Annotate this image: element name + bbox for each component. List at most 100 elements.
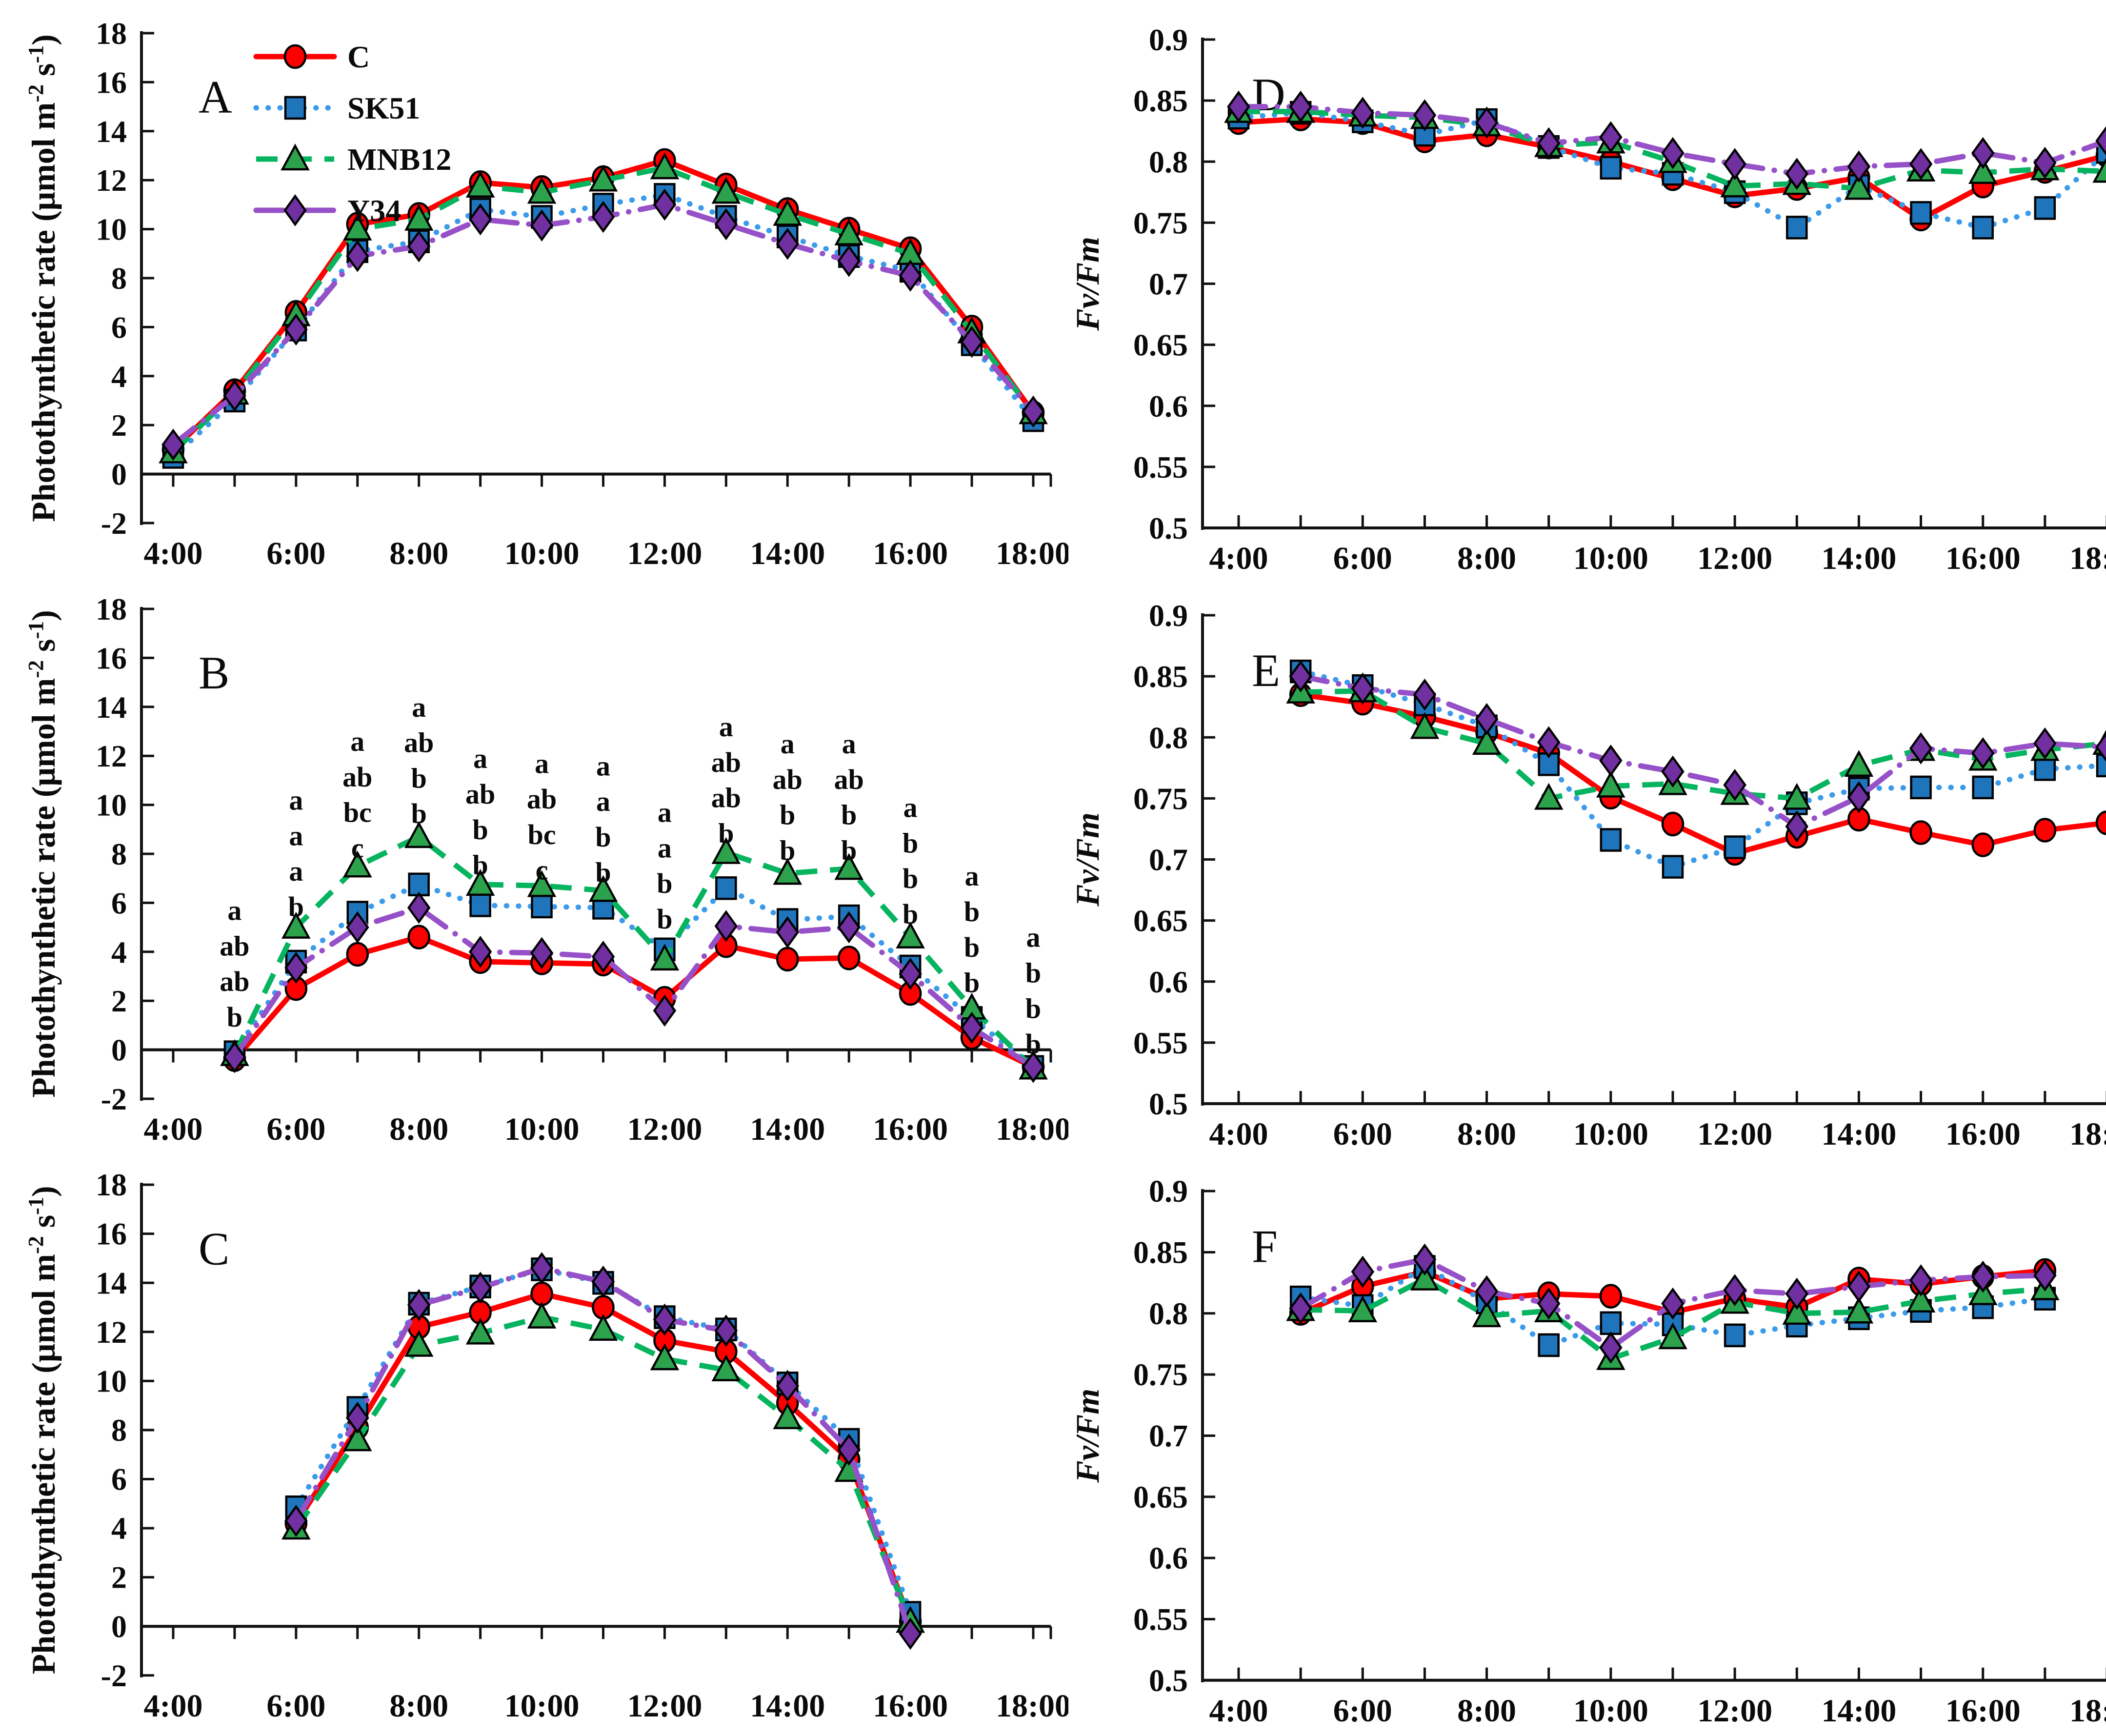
x-tick-label: 12:00 [627, 1688, 702, 1724]
series-line-C [293, 1291, 913, 1624]
sig-letter: c [351, 832, 364, 864]
diamond-marker [530, 1252, 554, 1284]
sig-letter: b [1025, 1028, 1041, 1060]
diamond-marker [1971, 137, 1995, 169]
sig-letter: b [1025, 992, 1041, 1024]
square-marker [1724, 1323, 1746, 1348]
y-tick-label: 6 [111, 886, 127, 920]
diamond-marker [591, 201, 615, 233]
diamond-marker [1785, 1277, 1809, 1310]
square-marker [1786, 216, 1808, 240]
diamond-marker [899, 260, 922, 292]
series-line-SK51 [1236, 110, 2106, 230]
sig-letter: b [903, 898, 918, 930]
square-marker [1910, 201, 1932, 225]
sig-letter: b [595, 821, 611, 853]
y-tick-label: 18 [96, 16, 127, 51]
diamond-marker [283, 194, 307, 226]
y-tick-label: 8 [111, 261, 127, 296]
panel-F: 0.9 0.85 0.8 0.75 0.7 0.65 0.6 0.55 0.5 4:00 6:00 8… [1068, 1159, 2106, 1736]
sig-letter: a [719, 711, 733, 743]
sig-letter: ab [220, 930, 249, 962]
legend-label-MNB12: MNB12 [347, 142, 451, 177]
diamond-marker [468, 935, 492, 968]
diamond-marker [1289, 90, 1312, 123]
y-tick-label: 0 [111, 1033, 127, 1068]
diamond-marker [1475, 106, 1499, 139]
diamond-marker [714, 1314, 738, 1347]
diamond-marker [2033, 146, 2057, 179]
y-axis-title: Photothynthetic rate (μmol m-2 s-1) [24, 34, 62, 522]
triangle-marker [588, 875, 618, 902]
y-tick-label: 0 [111, 1609, 127, 1644]
y-tick-label: 0.6 [1149, 389, 1188, 424]
y-tick-label: 6 [111, 1462, 127, 1496]
y-tick-label: 0.5 [1149, 511, 1188, 545]
x-tick-label: 10:00 [1573, 1693, 1648, 1729]
x-tick-label: 10:00 [504, 1111, 580, 1147]
sig-letter: ab [404, 727, 434, 759]
triangle-marker [1906, 1285, 1936, 1313]
x-tick-label: 10:00 [504, 536, 580, 571]
diamond-marker [1847, 150, 1871, 183]
y-tick-label: 14 [96, 1266, 127, 1300]
sig-letter: b [473, 814, 488, 846]
legend-label-Y34: Y34 [347, 193, 401, 228]
y-tick-label: 2 [111, 408, 127, 443]
triangle-marker [1596, 770, 1625, 798]
triangle-marker [465, 171, 495, 198]
y-tick-label: 16 [96, 65, 127, 100]
diamond-marker [714, 910, 738, 942]
triangle-marker [1472, 728, 1502, 755]
y-tick-label: 4 [111, 1511, 127, 1546]
diamond-marker [1022, 395, 1045, 428]
x-tick-label: 8:00 [1457, 541, 1516, 576]
diamond-marker [837, 1433, 861, 1466]
y-tick-label: 8 [111, 837, 127, 871]
square-marker [1600, 156, 1622, 180]
x-tick-label: 6:00 [1333, 1693, 1392, 1729]
y-tick-label: 16 [96, 1217, 127, 1252]
panel-C: 18 16 14 12 10 8 6 4 2 0 -2 4:00 6:00 8:00 10:00 12:00 1… [20, 1159, 1068, 1736]
y-tick-label: 12 [96, 1315, 127, 1350]
sig-letter: a [289, 855, 303, 887]
chart-E: 0.9 0.85 0.8 0.75 0.7 0.65 0.6 0.55 0.5 4:00 6:00 8… [1069, 598, 2106, 1152]
diamond-marker [899, 1617, 922, 1650]
sig-letter: ab [527, 783, 557, 815]
sig-letter: ab [711, 747, 741, 778]
chart-D: 0.9 0.85 0.8 0.75 0.7 0.65 0.6 0.55 0.5 4:00 6:00 8… [1069, 22, 2106, 576]
x-tick-label: 6:00 [266, 1111, 325, 1147]
x-tick-label: 18:00 [2069, 1116, 2106, 1152]
diamond-marker [1661, 1287, 1685, 1320]
diamond-marker [837, 911, 861, 944]
x-tick-label: 10:00 [504, 1688, 580, 1724]
triangle-marker [1410, 712, 1440, 739]
diamond-marker [1661, 755, 1685, 788]
y-tick-label: 6 [111, 310, 127, 344]
panel-B: 18 16 14 12 10 8 6 4 2 0 -2 4:00 6:00 8:00 10:00 12:00 1… [20, 584, 1069, 1159]
sig-letter: a [596, 786, 610, 817]
x-tick-label: 4:00 [144, 1111, 203, 1147]
y-tick-label: 0.55 [1133, 450, 1188, 484]
y-tick-label: 0.6 [1149, 1541, 1188, 1575]
diamond-marker [960, 1011, 983, 1044]
y-tick-label: 16 [96, 641, 127, 675]
x-tick-label: 18:00 [2069, 541, 2106, 576]
series-line-Y34 [293, 1265, 913, 1636]
triangle-marker [588, 164, 618, 192]
sig-letter: ab [465, 778, 495, 810]
y-tick-label: 0.6 [1149, 965, 1188, 999]
diamond-marker [1971, 1260, 1995, 1293]
y-tick-label: 0.75 [1133, 1357, 1188, 1392]
diamond-marker [407, 891, 431, 924]
y-tick-label: 14 [96, 690, 127, 725]
sig-letter: b [657, 903, 672, 935]
x-tick-label: 4:00 [1209, 1693, 1268, 1729]
circle-marker [776, 947, 799, 972]
x-tick-label: 14:00 [1821, 541, 1896, 576]
x-tick-label: 8:00 [1457, 1116, 1516, 1152]
y-tick-label: 0.9 [1149, 22, 1188, 57]
triangle-marker [773, 1402, 802, 1430]
triangle-marker [1658, 1322, 1687, 1350]
triangle-marker [404, 1330, 434, 1357]
